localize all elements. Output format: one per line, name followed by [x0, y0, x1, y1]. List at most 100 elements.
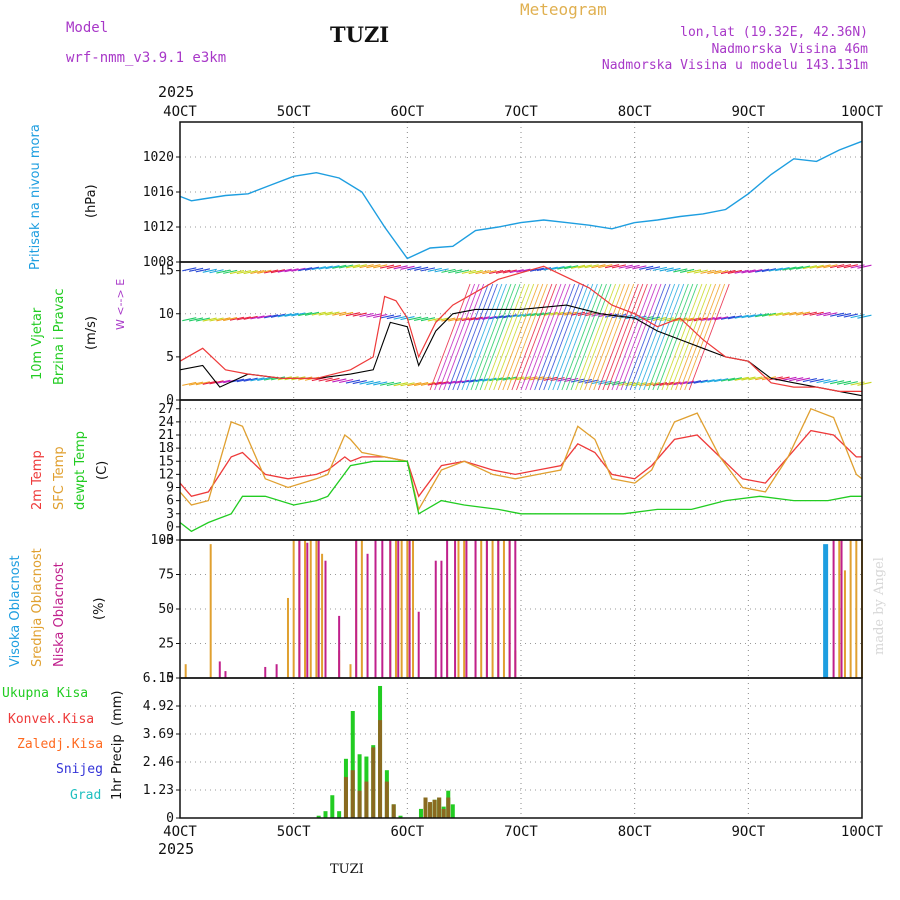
wind-arrow — [236, 270, 251, 275]
wind-arrow — [652, 316, 667, 321]
wind-arrow — [550, 266, 565, 271]
wind-arrow — [373, 381, 388, 386]
wind-arrow — [195, 268, 211, 273]
wind-hatch — [547, 283, 589, 391]
wind-arrow — [502, 376, 517, 381]
y-tick-label: 24 — [158, 415, 174, 430]
precip-bar-1 — [446, 797, 451, 818]
precip-bar-1 — [350, 770, 355, 818]
wind-hatch — [493, 283, 535, 391]
wind-arrow — [468, 270, 483, 275]
wind-arrow — [727, 315, 742, 320]
cloud-bar-2 — [306, 542, 309, 678]
wind-arrow — [243, 270, 258, 275]
wind-arrow — [202, 380, 217, 385]
wind-arrow — [202, 268, 217, 273]
x-tick-top: 7OCT — [504, 104, 538, 120]
wind-arrow — [284, 268, 299, 273]
wind-arrow — [263, 269, 279, 274]
cloud-bar-2 — [497, 540, 500, 678]
precip-bar-1 — [432, 799, 437, 818]
wind-arrow — [604, 381, 620, 386]
altitude-text: Nadmorska Visina 46m — [711, 42, 868, 57]
x-tick-top: 5OCT — [277, 104, 311, 120]
cloud-bar-1 — [209, 544, 212, 678]
wind-arrow — [714, 270, 729, 275]
wind-arrow — [366, 313, 381, 318]
wind-arrow — [693, 379, 708, 384]
wind-arrow — [311, 311, 326, 316]
wind-hatch — [597, 283, 639, 391]
x-tick-bottom: 7OCT — [504, 824, 538, 840]
wind-arrow — [482, 270, 497, 275]
wind-arrow — [523, 312, 538, 317]
wind-arrow — [823, 264, 838, 269]
cloud-bar-1 — [286, 597, 289, 678]
coords-text: lon,lat (19.32E, 42.36N) — [680, 25, 868, 40]
wind-arrow — [768, 267, 783, 272]
wind-arrow — [700, 379, 715, 384]
wind-arrow — [727, 269, 742, 275]
wind-arrow — [468, 378, 483, 383]
wind-arrow — [298, 312, 313, 317]
wind-arrow — [700, 269, 715, 274]
wind-hatch — [438, 283, 480, 391]
wind-arrow — [707, 316, 722, 321]
wind-arrow — [632, 265, 647, 270]
wind-arrow — [502, 314, 517, 319]
wind-hatch — [588, 283, 630, 391]
pressure-line — [179, 140, 863, 260]
wind-arrow — [741, 269, 756, 274]
wind-arrow — [666, 267, 681, 272]
wind-arrow — [441, 380, 456, 385]
wind-arrow — [318, 311, 333, 316]
x-tick-top: 8OCT — [618, 104, 652, 120]
x-tick-bottom: 5OCT — [277, 824, 311, 840]
wind-arrow — [809, 264, 824, 269]
wind-arrow — [414, 382, 429, 387]
precip-bar-1 — [441, 808, 446, 818]
wind-arrow — [734, 376, 749, 381]
wind-arrow — [775, 311, 790, 317]
wind-arrow — [625, 264, 640, 269]
cloud-bar-1 — [304, 540, 307, 678]
wind-arrow — [277, 268, 292, 273]
wind-arrow — [802, 265, 818, 270]
wind-arrow — [345, 379, 361, 384]
cloud-bar-1 — [321, 553, 324, 678]
cloud-bar-1 — [394, 540, 397, 678]
wind-arrow — [836, 380, 852, 385]
wind-arrow — [809, 311, 824, 316]
temp-series-1 — [179, 407, 863, 512]
wind-arrow — [707, 270, 722, 275]
wind-arrow — [823, 379, 838, 384]
wind-arrow — [407, 266, 422, 271]
wind-arrow — [502, 269, 517, 274]
wind-arrow — [291, 312, 306, 317]
wind-arrow — [209, 269, 224, 274]
precip-bar-0 — [316, 815, 321, 818]
wind-arrow — [441, 268, 456, 273]
wind-arrow — [748, 269, 763, 274]
wind-arrow — [802, 378, 818, 383]
wind-hatch — [434, 283, 476, 391]
wind-arrow — [557, 311, 572, 316]
cloud-bar-2 — [508, 540, 511, 678]
wind-arrow — [373, 313, 388, 319]
wind-arrow — [755, 376, 770, 381]
wind-arrow — [257, 376, 272, 381]
wind-arrow — [257, 314, 272, 319]
wind-arrow — [857, 264, 872, 269]
wind-hatch — [543, 283, 585, 391]
wind-arrow — [755, 268, 770, 273]
wind-arrow — [604, 264, 620, 269]
y-tick-label: 9 — [166, 481, 174, 496]
wind-arrow — [386, 381, 401, 387]
wind-arrow — [414, 266, 429, 271]
wind-arrow — [748, 313, 763, 318]
cloud-bar-2 — [474, 540, 477, 678]
wind-arrow — [823, 312, 838, 317]
y-tick-label: 1.23 — [143, 783, 174, 798]
cloud-bar-1 — [412, 540, 415, 678]
